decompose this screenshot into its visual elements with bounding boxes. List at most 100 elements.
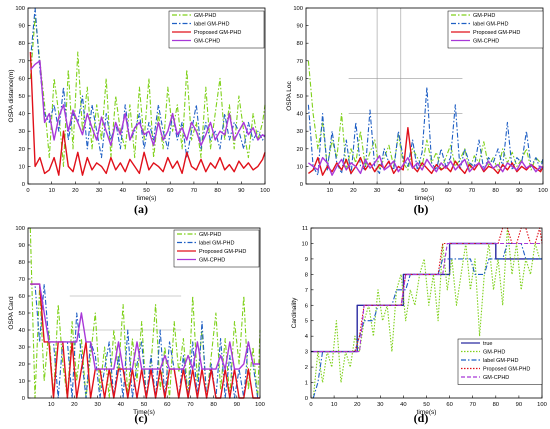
legend: GM-PHD label GM-PHD Proposed GM-PHD GM-CPHD bbox=[168, 10, 265, 49]
x-tick-label: 0 bbox=[309, 402, 312, 408]
panel-b: 10 20 30 40 50 60 70 80 90 100 0 10 20 30 40 50 60 70 80 90… bbox=[286, 6, 548, 216]
x-tick-label: 30 bbox=[374, 188, 380, 194]
x-tick-label: 50 bbox=[423, 402, 429, 408]
series-line-gm-cphd bbox=[29, 60, 266, 147]
x-tick-label: 50 bbox=[141, 402, 147, 408]
legend-label: GM-PHD bbox=[473, 13, 495, 19]
series-line-gm-cphd bbox=[307, 155, 544, 176]
legend-label: GM-CPHD bbox=[199, 258, 225, 264]
legend-label: GM-PHD bbox=[194, 13, 216, 19]
y-tick-label: 3 bbox=[305, 350, 308, 356]
x-axis-label: time(s) bbox=[415, 195, 435, 202]
legend: GM-PHD label GM-PHD Proposed GM-PHD GM-CPHD bbox=[447, 10, 544, 49]
y-tick-label: 0 bbox=[22, 396, 25, 402]
x-tick-label: 70 bbox=[187, 402, 193, 408]
y-tick-label: 10 bbox=[302, 241, 308, 247]
series-line-gm-cphd bbox=[30, 283, 260, 370]
legend-label: Proposed GM-PHD bbox=[473, 30, 520, 36]
legend-label: label GM-PHD bbox=[483, 358, 518, 364]
legend-label: GM-CPHD bbox=[473, 39, 499, 45]
legend: GM-PHD label GM-PHD Proposed GM-PHD GM-CPHD bbox=[173, 229, 260, 268]
legend-label: GM-CPHD bbox=[194, 39, 220, 45]
x-tick-label: 90 bbox=[234, 402, 240, 408]
legend-box bbox=[457, 338, 543, 385]
x-tick-label: 60 bbox=[445, 188, 451, 194]
y-tick-label: 90 bbox=[19, 24, 25, 30]
y-tick-label: 1 bbox=[305, 381, 308, 387]
legend: true GM-PHD label GM-PHD Proposed GM-PHD GM-… bbox=[457, 338, 543, 385]
x-tick-label: 40 bbox=[118, 402, 124, 408]
y-tick-label: 70 bbox=[19, 59, 25, 65]
series-line-gm-phd bbox=[312, 227, 542, 399]
x-tick-label: 50 bbox=[421, 188, 427, 194]
y-tick-label: 10 bbox=[19, 164, 25, 170]
x-tick-label: 10 bbox=[331, 402, 337, 408]
y-tick-label: 40 bbox=[297, 112, 303, 118]
x-tick-label: 20 bbox=[72, 188, 78, 194]
y-tick-label: 80 bbox=[19, 41, 25, 47]
x-tick-label: 100 bbox=[255, 402, 265, 408]
x-tick-label: 0 bbox=[26, 188, 29, 194]
x-tick-label: 40 bbox=[400, 402, 406, 408]
y-tick-label: 30 bbox=[297, 129, 303, 135]
panel-caption: (c) bbox=[134, 411, 147, 425]
x-tick-label: 80 bbox=[210, 402, 216, 408]
y-tick-label: 60 bbox=[19, 76, 25, 82]
y-tick-label: 6 bbox=[305, 303, 308, 309]
series-line-proposed-gm-phd bbox=[29, 51, 266, 176]
x-axis-label: time(s) bbox=[137, 195, 157, 202]
y-tick-label: 20 bbox=[19, 362, 25, 368]
y-tick-label: 0 bbox=[300, 182, 303, 188]
panel-d: 0 10 20 30 40 50 60 70 80 90 100 0 1 2 3 4 5 6 7 8 9 10 11 time… bbox=[291, 226, 547, 425]
panel-caption: (b) bbox=[414, 202, 429, 216]
x-tick-label: 70 bbox=[469, 188, 475, 194]
y-tick-label: 11 bbox=[302, 226, 308, 232]
y-tick-label: 50 bbox=[19, 311, 25, 317]
y-axis-label: Cardinality bbox=[291, 297, 298, 328]
x-tick-label: 20 bbox=[71, 402, 77, 408]
x-tick-label: 20 bbox=[354, 402, 360, 408]
x-tick-label: 30 bbox=[94, 402, 100, 408]
x-tick-label: 100 bbox=[537, 402, 547, 408]
x-tick-label: 10 bbox=[48, 188, 54, 194]
series-line-gm-phd bbox=[29, 16, 266, 167]
legend-label: label GM-PHD bbox=[473, 22, 508, 28]
y-tick-label: 50 bbox=[19, 94, 25, 100]
series-line-label-gm-phd bbox=[29, 7, 266, 159]
x-tick-label: 90 bbox=[516, 402, 522, 408]
x-tick-label: 10 bbox=[48, 402, 54, 408]
legend-label: Proposed GM-PHD bbox=[483, 367, 530, 373]
grid-lines bbox=[69, 295, 182, 331]
y-tick-label: 70 bbox=[297, 59, 303, 65]
y-tick-label: 9 bbox=[305, 257, 308, 263]
y-tick-label: 80 bbox=[297, 41, 303, 47]
y-tick-label: 60 bbox=[297, 76, 303, 82]
x-tick-label: 30 bbox=[96, 188, 102, 194]
panel-a: 0 10 20 30 40 50 60 70 80 90 100 0 10 20 30 40 50 60 70 80 9… bbox=[8, 6, 270, 216]
y-tick-label: 40 bbox=[19, 328, 25, 334]
y-tick-label: 5 bbox=[305, 319, 308, 325]
y-axis-label: OSPA Card bbox=[8, 296, 15, 330]
x-tick-label: 10 bbox=[326, 188, 332, 194]
x-tick-label: 20 bbox=[350, 188, 356, 194]
y-tick-label: 30 bbox=[19, 129, 25, 135]
y-tick-label: 100 bbox=[15, 226, 25, 232]
x-tick-label: 40 bbox=[120, 188, 126, 194]
y-tick-label: 0 bbox=[22, 182, 25, 188]
y-tick-label: 8 bbox=[305, 272, 308, 278]
y-tick-label: 90 bbox=[297, 24, 303, 30]
x-tick-label: 90 bbox=[516, 188, 522, 194]
x-axis-label: Time(s) bbox=[133, 409, 155, 416]
x-tick-label: 50 bbox=[143, 188, 149, 194]
x-tick-label: 80 bbox=[493, 402, 499, 408]
y-tick-label: 4 bbox=[305, 334, 309, 340]
x-tick-label: 60 bbox=[164, 402, 170, 408]
y-tick-label: 0 bbox=[305, 396, 308, 402]
y-tick-label: 10 bbox=[19, 379, 25, 385]
legend-box bbox=[447, 10, 544, 49]
x-tick-label: 90 bbox=[238, 188, 244, 194]
legend-box bbox=[168, 10, 265, 49]
x-tick-label: 70 bbox=[469, 402, 475, 408]
y-tick-label: 100 bbox=[15, 6, 25, 12]
